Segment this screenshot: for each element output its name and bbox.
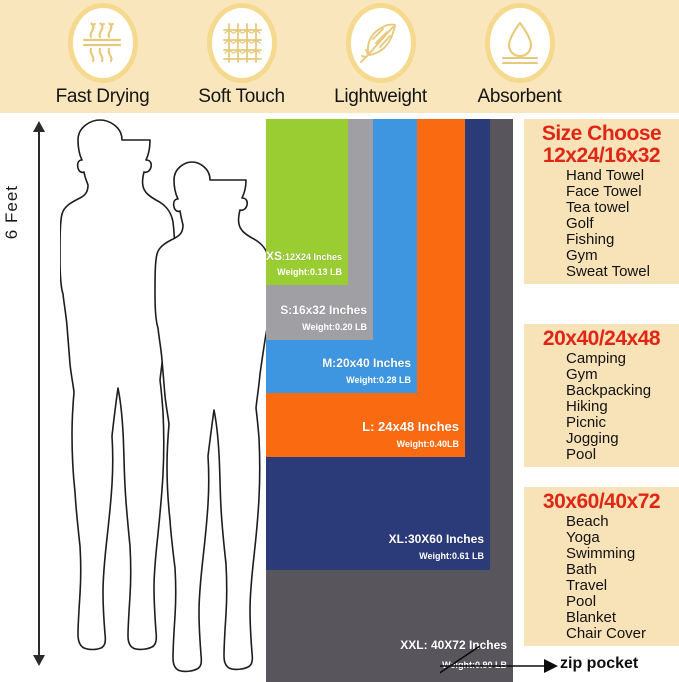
size-weight-xl: Weight:0.61 LB [419, 551, 484, 561]
panel-title: 12x24/16x32 [542, 144, 661, 168]
feather-icon [345, 3, 416, 83]
size-weight-m: Weight:0.28 LB [346, 375, 411, 385]
list-item: Fishing [566, 231, 615, 249]
list-item: Golf [566, 215, 594, 233]
feature-row: Fast Drying [0, 0, 679, 113]
size-rect-l: L: 24x48 Inches Weight:0.40LB [266, 119, 465, 457]
list-item: Tea towel [566, 199, 630, 217]
size-label-m: M:20x40 Inches [322, 356, 411, 370]
size-weight-l: Weight:0.40LB [396, 439, 459, 449]
size-label-s: S:16x32 Inches [280, 303, 367, 317]
measure-label: 6 Feet [2, 185, 21, 240]
panel-large-sizes: 30x60/40x72 Beach Yoga Swimming Bath Tra… [524, 487, 679, 647]
size-label-l: L: 24x48 Inches [362, 419, 459, 434]
panel-size-choose: Size Choose 12x24/16x32 Hand Towel Face … [524, 119, 679, 285]
size-rect-s: S:16x32 Inches Weight:0.20 LB [266, 119, 373, 340]
list-item: Yoga [566, 529, 600, 547]
list-item: Travel [566, 577, 608, 595]
woven-mesh-icon [206, 3, 277, 83]
panel-use-list: Hand Towel Face Towel Tea towel Golf Fis… [524, 167, 679, 279]
size-rect-xxl: XXL: 40X72 Inches Weight:0.90 LB [266, 119, 513, 682]
feature-fast-drying: Fast Drying [33, 0, 172, 108]
human-silhouettes [60, 118, 275, 673]
size-label-xl: XL:30X60 Inches [388, 532, 484, 546]
size-rect-xs: XS:12X24 Inches Weight:0.13 LB [266, 119, 348, 285]
list-item: Backpacking [566, 382, 652, 400]
size-label-xs: XS:12X24 Inches [265, 249, 342, 263]
list-item: Beach [566, 513, 609, 531]
size-rect-xl: XL:30X60 Inches Weight:0.61 LB [266, 119, 490, 570]
height-measure-arrow [32, 121, 46, 666]
feature-absorbent: Absorbent [450, 0, 589, 108]
panel-heading: Size Choose [541, 122, 662, 145]
list-item: Gym [566, 366, 598, 384]
list-item: Blanket [566, 609, 617, 627]
list-item: Jogging [566, 430, 619, 448]
list-item: Face Towel [566, 183, 642, 201]
zip-pocket-label: zip pocket [560, 655, 639, 672]
heat-waves-icon [67, 3, 138, 83]
size-weight-s: Weight:0.20 LB [302, 322, 367, 332]
water-droplet-icon [484, 3, 555, 83]
panel-title: 30x60/40x72 [542, 490, 661, 513]
list-item: Picnic [566, 414, 607, 432]
panel-medium-sizes: 20x40/24x48 Camping Gym Backpacking Hiki… [524, 324, 679, 468]
list-item: Camping [566, 350, 627, 368]
list-item: Pool [566, 593, 597, 611]
list-item: Pool [566, 446, 597, 464]
list-item: Chair Cover [566, 625, 647, 643]
panel-use-list: Beach Yoga Swimming Bath Travel Pool Bla… [524, 513, 679, 641]
arrow-head-down-icon [33, 655, 45, 666]
feature-soft-touch: Soft Touch [172, 0, 311, 108]
list-item: Swimming [566, 545, 636, 563]
list-item: Hand Towel [566, 167, 645, 185]
feature-label: Lightweight [334, 86, 427, 107]
arrow-head-up-icon [33, 121, 45, 132]
panel-use-list: Camping Gym Backpacking Hiking Picnic Jo… [524, 350, 679, 462]
list-item: Hiking [566, 398, 608, 416]
list-item: Bath [566, 561, 597, 579]
arrow-head-right-icon [544, 659, 558, 673]
feature-lightweight: Lightweight [311, 0, 450, 108]
feature-label: Soft Touch [198, 86, 285, 107]
zip-pocket-callout: zip pocket [440, 646, 679, 682]
size-rect-m: M:20x40 Inches Weight:0.28 LB [266, 119, 417, 393]
list-item: Sweat Towel [566, 263, 650, 281]
list-item: Gym [566, 247, 598, 265]
feature-label: Absorbent [477, 86, 562, 107]
panel-title: 20x40/24x48 [542, 327, 661, 350]
arrow-shaft [38, 129, 40, 657]
feature-label: Fast Drying [55, 86, 150, 107]
size-weight-xs: Weight:0.13 LB [277, 267, 342, 277]
